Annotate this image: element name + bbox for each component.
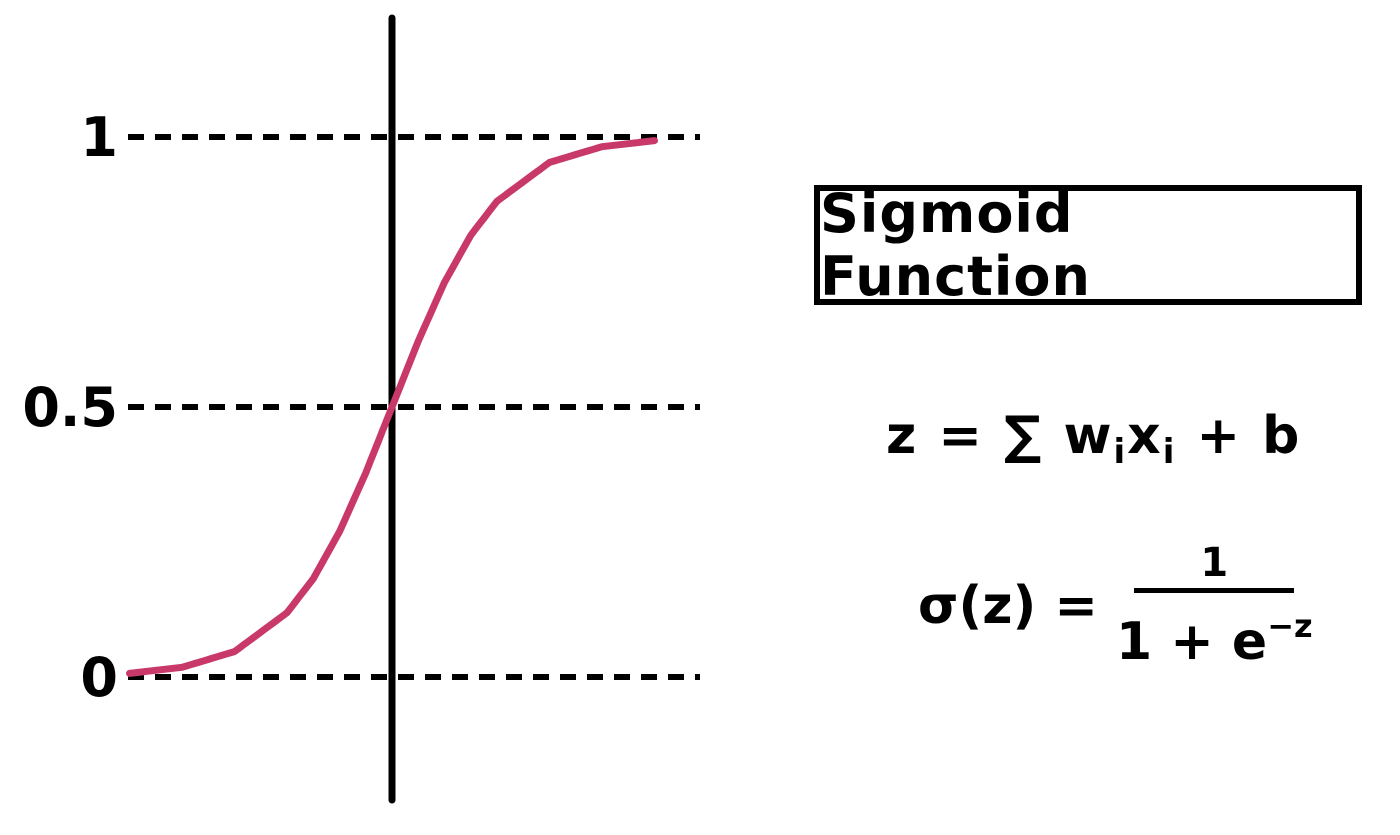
y-tick-label-0: 0 — [80, 646, 118, 709]
label-box: Sigmoid Function — [814, 182, 1362, 308]
eq1-sub-x: i — [1162, 432, 1177, 472]
eq2-lhs: σ(z) = — [918, 575, 1098, 636]
y-tick-label-0-5: 0.5 — [22, 376, 118, 439]
sigmoid-equation: σ(z) = 1 1 + e−z — [918, 540, 1313, 671]
tick-labels: 00.51 — [22, 106, 118, 709]
fraction: 1 1 + e−z — [1116, 540, 1313, 671]
denominator-base: 1 + e — [1115, 612, 1268, 672]
fraction-numerator: 1 — [1200, 540, 1229, 586]
weighted-sum-equation: z = ∑ wixi + b — [886, 406, 1301, 472]
y-tick-label-1: 1 — [80, 106, 118, 169]
eq1-rhs: + b — [1176, 406, 1302, 466]
eq1-x: x — [1127, 406, 1163, 466]
gridlines — [128, 134, 700, 680]
label-box-text: Sigmoid Function — [820, 182, 1091, 308]
fraction-denominator: 1 + e−z — [1116, 597, 1313, 671]
sigmoid-plot: 00.51 — [22, 14, 700, 804]
denominator-exponent: −z — [1267, 607, 1313, 645]
eq1-lhs: z = ∑ w — [886, 406, 1114, 466]
eq1-sub-w: i — [1113, 432, 1128, 472]
fraction-bar — [1134, 588, 1295, 593]
sigmoid-curve — [126, 137, 658, 677]
